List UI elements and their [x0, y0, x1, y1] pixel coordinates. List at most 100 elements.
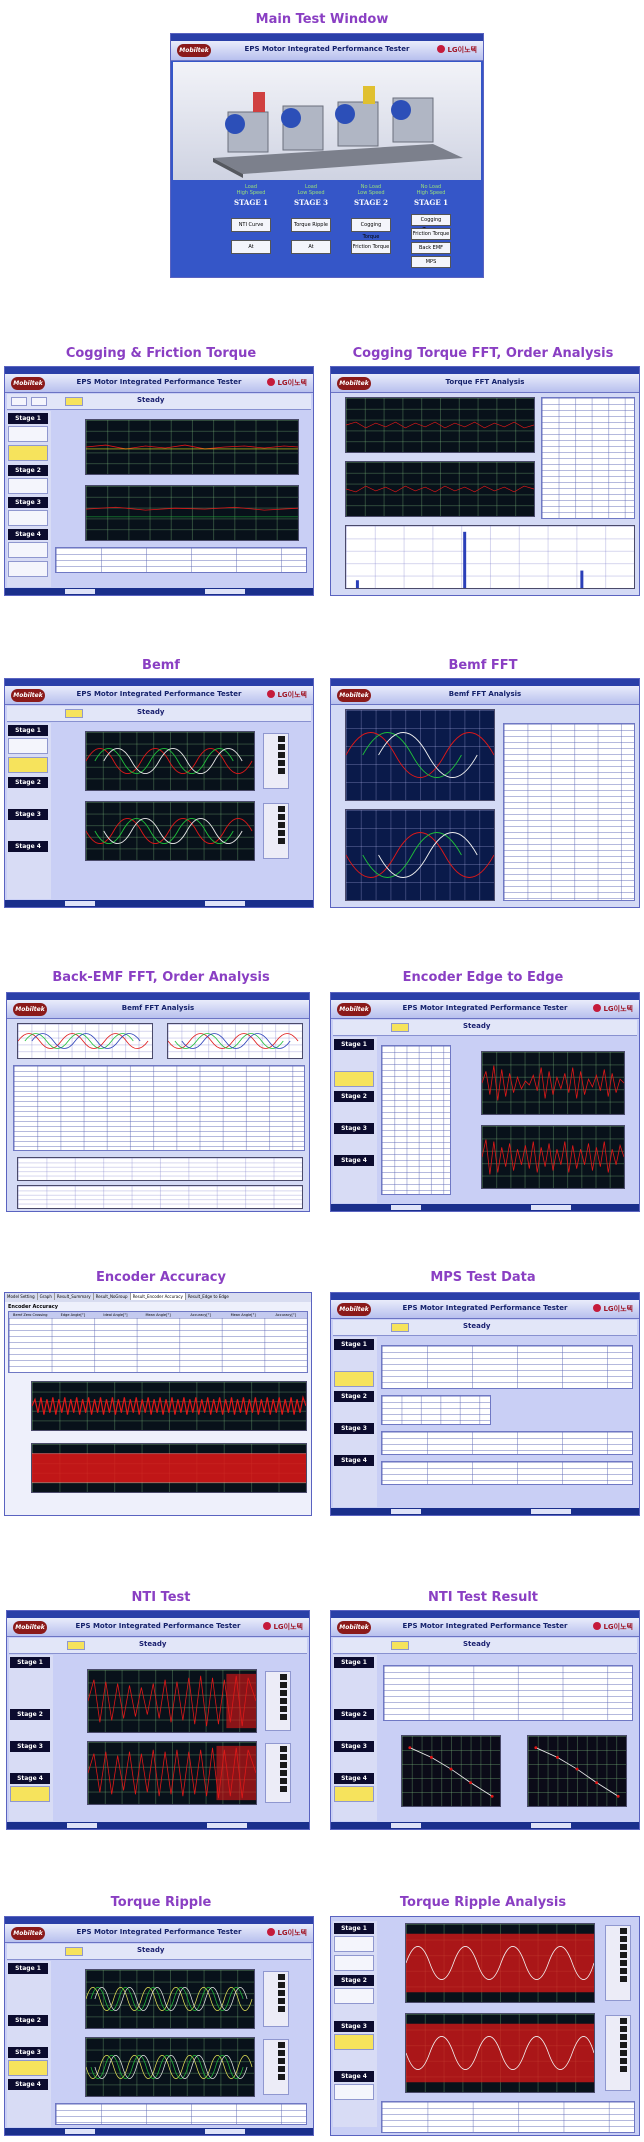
stage-2-label: Stage 2 [8, 777, 48, 788]
nti-curve-graph-2 [527, 1735, 627, 1807]
tab-result-encoder-accuracy[interactable]: Result_Encoder Accuracy [130, 1293, 186, 1300]
stage-column-1: Load High Speed STAGE 1 [221, 184, 281, 207]
table-header-row: Bemf Zero Crossing Edge Angle[°] Ideal A… [9, 1312, 307, 1318]
sidebar-button[interactable] [8, 426, 48, 442]
stage-sidebar: Stage 1 Stage 2 Stage 3 Stage 4 [333, 1037, 377, 1203]
status-label: Steady [463, 1322, 491, 1330]
stage-column-4: No Load High Speed STAGE 1 [401, 184, 461, 207]
lg-innotek-logo: LG이노텍 [593, 1004, 633, 1014]
cogging-torque-button-stage2[interactable]: Cogging Torque [351, 218, 391, 240]
tab-active[interactable] [67, 1641, 85, 1650]
app-header: Mobiltek EPS Motor Integrated Performanc… [331, 1618, 639, 1637]
stage-3-label: Stage 3 [10, 1741, 50, 1752]
sidebar-button[interactable] [8, 542, 48, 558]
app-header: Mobiltek Bemf FFT Analysis [7, 1000, 309, 1019]
mobiltek-logo: Mobiltek [177, 44, 211, 57]
sidebar-button[interactable] [8, 510, 48, 526]
sidebar-button-active[interactable] [10, 1786, 50, 1802]
app-header: Mobiltek EPS Motor Integrated Performanc… [5, 686, 313, 705]
back-emf-button[interactable]: Back EMF [411, 242, 451, 254]
stage-3-label: Stage 3 [334, 1741, 374, 1752]
stage-4-label: Stage 4 [8, 841, 48, 852]
tab-active[interactable] [65, 709, 83, 718]
sidebar-button[interactable] [334, 2084, 374, 2100]
cogging-torque-button-stage1[interactable]: Cogging Torque [411, 214, 451, 233]
tab-active[interactable] [391, 1323, 409, 1332]
friction-torque-button-stage2[interactable]: Friction Torque [351, 240, 391, 254]
stage-label: STAGE 2 [354, 198, 388, 207]
sidebar-button-active[interactable] [334, 1371, 374, 1387]
encoder-accuracy-graph-1 [31, 1381, 307, 1431]
nti-result-table [383, 1665, 633, 1721]
window-titlebar [5, 679, 313, 686]
backemf-fft-title: Bemf FFT Analysis [121, 1004, 195, 1012]
tab-result-nogroup[interactable]: Result_NoGroup [94, 1293, 131, 1300]
sidebar-button-active[interactable] [334, 1786, 374, 1802]
app-header: Mobiltek EPS Motor Integrated Performanc… [5, 374, 313, 393]
stage-label: STAGE 3 [294, 198, 328, 207]
tab-result-edge-to-edge[interactable]: Result_Edge to Edge [187, 1294, 229, 1299]
sidebar-button[interactable] [334, 1955, 374, 1971]
machine-photo [173, 62, 481, 180]
stage-sidebar: Stage 1 Stage 2 Stage 3 Stage 4 [7, 1961, 51, 2127]
tab-graph[interactable]: Graph [38, 1293, 55, 1300]
ccw-torque-graph [345, 461, 535, 517]
sidebar-button-active[interactable] [334, 2034, 374, 2050]
nti-result-screenshot: Mobiltek EPS Motor Integrated Performanc… [330, 1610, 640, 1830]
cogging-friction-screenshot: Mobiltek EPS Motor Integrated Performanc… [4, 366, 314, 596]
sidebar-button[interactable] [334, 1988, 374, 2004]
friction-torque-button-stage1[interactable]: Friction Torque [411, 228, 451, 240]
tab-active[interactable] [65, 397, 83, 406]
window-titlebar [5, 1917, 313, 1924]
section-title-cogging-fft: Cogging Torque FFT, Order Analysis [352, 346, 614, 361]
bemf-fft-graph-1 [345, 709, 495, 801]
torque-ripple-table [55, 2103, 307, 2125]
mobiltek-logo: Mobiltek [337, 1003, 371, 1016]
status-label: Steady [137, 1946, 165, 1954]
bemf-fft-title: Bemf FFT Analysis [448, 690, 522, 698]
tab-active[interactable] [65, 1947, 83, 1956]
mobiltek-logo: Mobiltek [13, 1621, 47, 1634]
sidebar-button-active[interactable] [8, 445, 48, 461]
sidebar-button-active[interactable] [8, 2060, 48, 2076]
mps-table-1 [381, 1345, 633, 1389]
stage3-at-button[interactable]: At [291, 240, 331, 254]
stage-3-label: Stage 3 [334, 1123, 374, 1134]
torque-ripple-button[interactable]: Torque Ripple [291, 218, 331, 232]
app-header: Mobiltek Torque FFT Analysis [331, 374, 639, 393]
sidebar-button[interactable] [8, 561, 48, 577]
result-table [55, 547, 307, 573]
sidebar-button[interactable] [8, 478, 48, 494]
nti-curve-graph-1 [401, 1735, 501, 1807]
nti-test-screenshot: Mobiltek EPS Motor Integrated Performanc… [6, 1610, 310, 1830]
tab-active[interactable] [391, 1023, 409, 1032]
backemf-fft-screenshot: Mobiltek Bemf FFT Analysis [6, 992, 310, 1212]
stage-2-label: Stage 2 [334, 1709, 374, 1720]
nti-curve-button[interactable]: NTI Curve [231, 218, 271, 232]
app-header: Mobiltek EPS Motor Integrated Performanc… [331, 1300, 639, 1319]
column-header: Ideal Angle[°] [103, 1313, 128, 1317]
stage-3-label: Stage 3 [8, 2047, 48, 2058]
sidebar-button-active[interactable] [8, 757, 48, 773]
encoder-edge-screenshot: Mobiltek EPS Motor Integrated Performanc… [330, 992, 640, 1212]
cogging-torque-graph [85, 419, 299, 475]
tab-model-setting[interactable]: Model Setting [5, 1293, 38, 1300]
tab[interactable] [31, 397, 47, 406]
tab-active[interactable] [391, 1641, 409, 1650]
stage-speed: Low Speed [357, 190, 385, 196]
sidebar-button[interactable] [8, 738, 48, 754]
statusbar [331, 1204, 639, 1211]
stage-1-label: Stage 1 [8, 413, 48, 424]
sidebar-button-active[interactable] [334, 1071, 374, 1087]
mps-button[interactable]: MPS [411, 256, 451, 268]
stage1-at-button[interactable]: At [231, 240, 271, 254]
cw-torque-graph [345, 397, 535, 453]
tab-result-summary[interactable]: Result_Summary [55, 1293, 94, 1300]
tab[interactable] [11, 397, 27, 406]
nti-legend-1 [265, 1671, 291, 1731]
nti-graph-1 [87, 1669, 257, 1733]
app-title: EPS Motor Integrated Performance Tester [402, 1622, 568, 1630]
sidebar-button[interactable] [334, 1936, 374, 1952]
stage-load: Load [305, 184, 317, 190]
